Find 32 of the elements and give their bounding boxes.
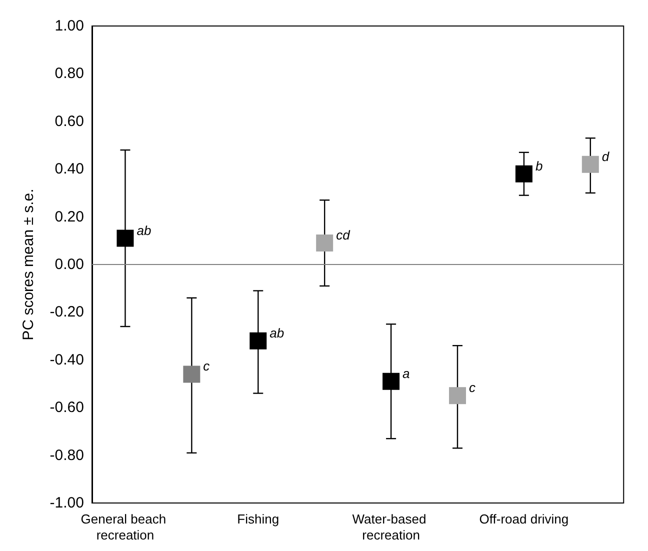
x-tick-label: Fishing	[237, 512, 280, 526]
data-label: d	[602, 148, 610, 164]
point	[116, 230, 134, 247]
y-tick-label: -0.40	[50, 351, 84, 368]
y-tick-label: 0.40	[54, 160, 84, 178]
point	[582, 156, 599, 173]
data-label: cd	[336, 228, 351, 243]
y-tick-label: 0.60	[54, 112, 84, 130]
data-label: a	[402, 366, 410, 381]
point	[382, 372, 400, 390]
y-tick-label: -1.00	[50, 494, 84, 512]
data-label: b	[535, 158, 543, 174]
data-label: c	[203, 358, 210, 374]
y-tick-label: -0.80	[50, 446, 84, 464]
point	[250, 332, 267, 350]
data-label: ab	[270, 325, 284, 340]
y-tick-label: 0.20	[54, 208, 84, 226]
data-label: c	[468, 380, 476, 396]
y-tick-label: -0.20	[50, 304, 84, 321]
x-tick-label: Water-based recreation	[352, 512, 430, 542]
y-tick-label: 1.00	[54, 18, 84, 34]
point	[316, 234, 334, 252]
y-tick-label: 0.80	[54, 65, 84, 82]
y-axis-title: PC scores mean ± s.e.	[20, 188, 37, 340]
point	[448, 387, 466, 404]
y-tick-label: -0.60	[50, 399, 84, 416]
point	[183, 366, 200, 383]
point	[515, 165, 532, 182]
data-label: ab	[136, 222, 152, 238]
y-tick-label: 0.00	[54, 256, 84, 273]
x-tick-label: General beach recreation	[80, 512, 170, 542]
x-tick-label: Off-road driving	[479, 512, 569, 526]
